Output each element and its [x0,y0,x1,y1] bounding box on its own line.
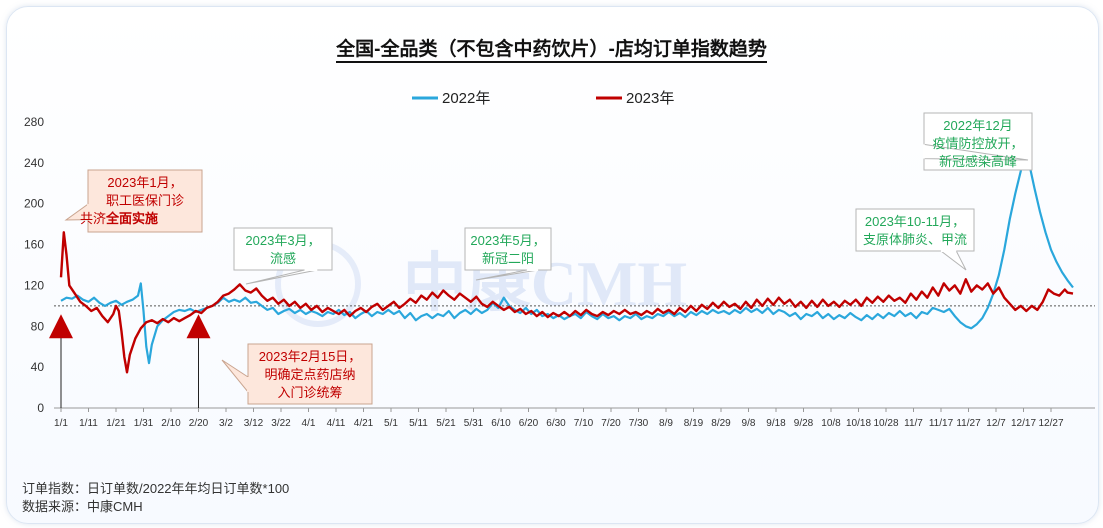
x-tick-label: 5/21 [436,418,456,429]
y-tick-label: 40 [31,360,45,374]
x-tick-label: 1/11 [79,418,98,429]
x-tick-label: 2/20 [189,418,209,429]
x-tick-label: 12/7 [986,418,1006,429]
x-tick-label: 4/11 [327,418,346,429]
x-tick-label: 5/31 [464,418,484,429]
x-tick-label: 7/10 [574,418,594,429]
annotation-text-jan: 2023年1月，职工医保门诊共济全面实施 [80,175,184,226]
x-tick-label: 4/21 [354,418,374,429]
y-tick-label: 80 [31,319,45,333]
x-tick-label: 3/22 [271,418,291,429]
x-tick-label: 9/28 [794,418,814,429]
x-tick-label: 10/18 [846,418,871,429]
source-note: 数据来源：中康CMH [22,499,143,514]
footnote: 订单指数：日订单数/2022年年均日订单数*100 [22,481,290,496]
y-tick-label: 280 [24,115,44,129]
x-tick-label: 11/27 [956,418,981,429]
x-tick-label: 12/17 [1011,418,1036,429]
x-tick-label: 6/30 [546,418,566,429]
annotation-text-dec: 2022年12月疫情防控放开，新冠感染高峰 [932,118,1023,169]
x-tick-label: 11/17 [929,418,954,429]
legend-label-0: 2022年 [442,90,490,107]
chart-card [6,6,1099,524]
x-tick-label: 9/18 [766,418,786,429]
x-tick-label: 9/8 [742,418,756,429]
x-tick-label: 10/8 [821,418,841,429]
x-tick-label: 3/12 [244,418,264,429]
x-tick-label: 10/28 [873,418,898,429]
annotation-box-may [464,227,552,271]
x-tick-label: 6/10 [491,418,511,429]
y-tick-label: 200 [24,197,44,211]
y-tick-label: 0 [37,401,44,415]
x-tick-label: 11/7 [904,418,923,429]
annotation-box-mar [233,227,333,271]
x-tick-label: 12/27 [1038,418,1063,429]
y-tick-label: 120 [24,278,44,292]
annotation-pointer-feb [221,359,249,394]
x-tick-label: 2/10 [161,418,181,429]
annotation-text-mar: 2023年3月，流感 [245,233,320,266]
x-tick-label: 8/9 [659,418,673,429]
y-tick-label: 160 [24,238,44,252]
annotation-box-oct [855,208,975,252]
x-tick-label: 7/20 [601,418,621,429]
x-tick-label: 5/11 [409,418,428,429]
annotation-text-feb: 2023年2月15日，明确定点药店纳入门诊统筹 [259,349,362,400]
annotation-text-may: 2023年5月，新冠二阳 [470,233,545,266]
x-tick-label: 7/30 [629,418,649,429]
x-tick-label: 1/21 [106,418,126,429]
y-tick-label: 240 [24,156,44,170]
x-tick-label: 3/2 [219,418,233,429]
x-tick-label: 8/19 [684,418,704,429]
x-tick-label: 6/20 [519,418,539,429]
x-tick-label: 4/1 [302,418,316,429]
x-tick-label: 8/29 [711,418,731,429]
chart-title: 全国-全品类（不包含中药饮片）-店均订单指数趋势 [0,34,1103,63]
marker-triangle-1 [186,314,211,339]
annotation-pointer-oct [939,250,967,271]
x-tick-label: 1/31 [134,418,154,429]
series-line-2023 [59,231,1074,374]
x-tick-label: 5/1 [384,418,398,429]
annotation-text-oct: 2023年10-11月，支原体肺炎、甲流 [863,214,967,247]
legend-label-1: 2023年 [626,90,674,107]
x-tick-label: 1/1 [54,418,68,429]
marker-triangle-0 [49,314,73,339]
